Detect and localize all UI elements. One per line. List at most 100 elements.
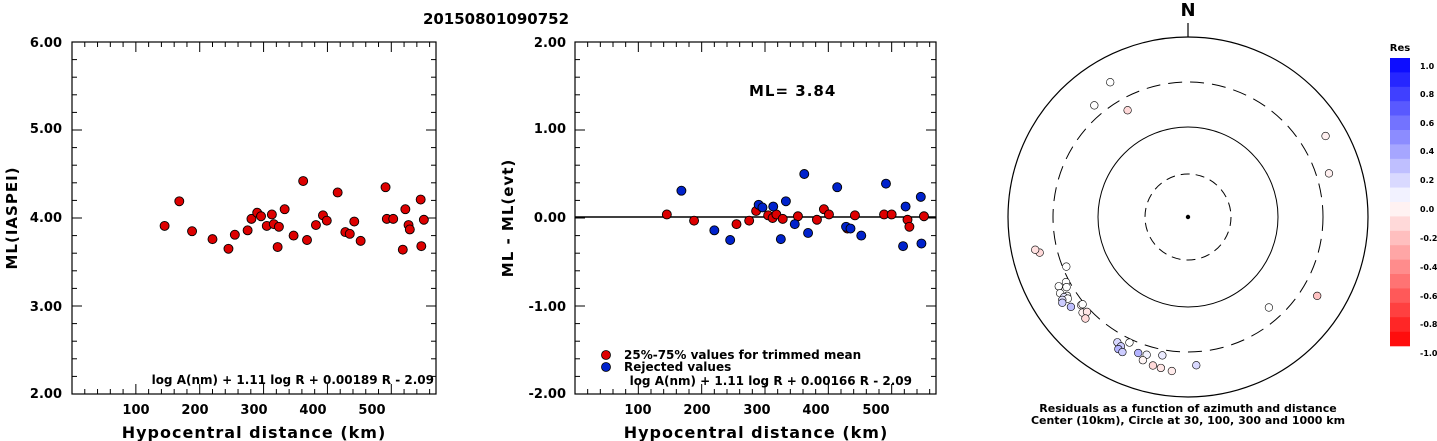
trimmed-mean-point	[744, 215, 755, 226]
station-marker	[1123, 106, 1132, 115]
legend-marker-rejected	[601, 362, 611, 372]
station-marker	[1054, 282, 1063, 291]
data-point	[207, 234, 218, 245]
rejected-point	[799, 169, 810, 179]
colorbar-cell	[1390, 173, 1410, 188]
colorbar-cells	[1390, 58, 1410, 347]
ring-30km	[1144, 173, 1232, 261]
rejected-point	[676, 185, 687, 196]
ring-1000km	[1007, 36, 1369, 398]
station-marker	[1106, 78, 1115, 87]
formula-label: log A(nm) + 1.11 log R + 0.00189 R - 2.0…	[152, 373, 434, 387]
colorbar-cell	[1390, 58, 1410, 73]
station-residuals	[1031, 78, 1334, 376]
colorbar-tick-label: 0.2	[1420, 176, 1434, 185]
x-tick-label: 300	[743, 403, 770, 418]
legend: 25%-75% values for trimmed mean Rejected…	[601, 348, 861, 374]
colorbar-cell	[1390, 302, 1410, 318]
legend-marker-trimmed	[601, 350, 611, 360]
ring-300km	[1052, 81, 1324, 353]
data-point	[302, 235, 312, 245]
rejected-point	[900, 201, 911, 212]
colorbar-title: Res	[1390, 43, 1410, 54]
colorbar-tick-label: 0.6	[1420, 119, 1435, 128]
data-point	[246, 213, 257, 224]
data-point	[344, 228, 355, 239]
ml-annotation: ML= 3.84	[749, 82, 836, 100]
x-tick-label: 100	[624, 403, 651, 418]
x-tick-label: 200	[181, 403, 208, 418]
x-axis-label: Hypocentral distance (km)	[122, 423, 387, 441]
colorbar-cell	[1390, 230, 1410, 246]
data-point	[400, 204, 411, 215]
colorbar-cell	[1390, 259, 1410, 275]
data-point	[272, 242, 283, 252]
data-point	[174, 196, 185, 207]
rejected-point	[775, 234, 786, 245]
data-point	[397, 244, 408, 255]
station-marker	[1090, 101, 1099, 110]
station-marker	[1058, 298, 1067, 307]
station-marker	[1062, 283, 1071, 292]
colorbar-cell	[1390, 317, 1410, 332]
colorbar-tick-label: -0.4	[1420, 263, 1437, 272]
colorbar-cell	[1390, 216, 1410, 232]
station-marker	[1138, 356, 1147, 365]
legend-label-rejected: Rejected values	[624, 360, 731, 374]
station-marker	[1134, 348, 1143, 358]
data-point	[332, 187, 343, 198]
station-marker	[1062, 262, 1071, 271]
trimmed-mean-point	[689, 215, 700, 226]
y-tick-label: 3.00	[30, 300, 62, 315]
colorbar-cell	[1390, 144, 1410, 160]
station-marker	[1321, 131, 1330, 141]
rejected-point	[881, 178, 891, 189]
station-marker	[1082, 307, 1092, 316]
data-point	[187, 226, 198, 237]
rejected-point	[725, 235, 736, 245]
rejected-point	[803, 228, 814, 238]
y-tick-label: 2.00	[30, 387, 62, 402]
station-marker	[1264, 303, 1273, 312]
station-marker	[1192, 361, 1201, 370]
data-point	[388, 213, 399, 224]
trimmed-mean-point	[919, 211, 929, 222]
trimmed-mean-point	[886, 209, 897, 220]
y-tick-label: 4.00	[30, 211, 62, 226]
y-tick-label: 0.00	[534, 211, 566, 226]
rejected-point	[789, 219, 800, 230]
colorbar-cell	[1390, 331, 1410, 347]
colorbar-cell	[1390, 202, 1410, 217]
data-point	[416, 241, 427, 252]
station-marker	[1081, 314, 1090, 323]
station-marker	[1118, 347, 1127, 357]
data-point	[288, 230, 299, 241]
colorbar-tick-label: -0.2	[1420, 234, 1437, 243]
data-point	[266, 209, 277, 220]
rejected-point	[915, 191, 926, 202]
colorbar-tick-label: 0.0	[1420, 205, 1435, 214]
station-marker	[1078, 300, 1087, 309]
colorbar-tick-label: -1.0	[1420, 349, 1437, 358]
data-point	[242, 225, 253, 236]
rejected-point	[757, 202, 768, 213]
y-tick-label: -2.00	[529, 387, 566, 402]
colorbar-cell	[1390, 72, 1410, 88]
data-point	[159, 220, 170, 231]
rejected-point	[832, 182, 843, 193]
data-point	[223, 243, 234, 254]
station-marker	[1148, 361, 1158, 370]
colorbar-tick-labels: 1.0 0.8 0.6 0.4 0.2 0.0 -0.2 -0.4 -0.6 -…	[1420, 62, 1437, 358]
ml-vs-distance-chart: 6.00 5.00 4.00 3.00 2.00 100 200 300 400…	[3, 36, 437, 441]
y-axis-label: ML(IASPEI)	[3, 166, 21, 269]
station-marker	[1313, 291, 1322, 300]
rejected-point	[780, 196, 791, 207]
colorbar-tick-label: 0.4	[1420, 147, 1435, 156]
rejected-point	[768, 201, 779, 212]
y-tick-labels: 2.00 1.00 0.00 -1.00 -2.00	[529, 36, 566, 402]
data-point	[310, 220, 321, 230]
rejected-point	[898, 241, 909, 252]
data-point	[298, 176, 309, 186]
rejected-point	[709, 225, 720, 236]
colorbar-cell	[1390, 274, 1410, 289]
